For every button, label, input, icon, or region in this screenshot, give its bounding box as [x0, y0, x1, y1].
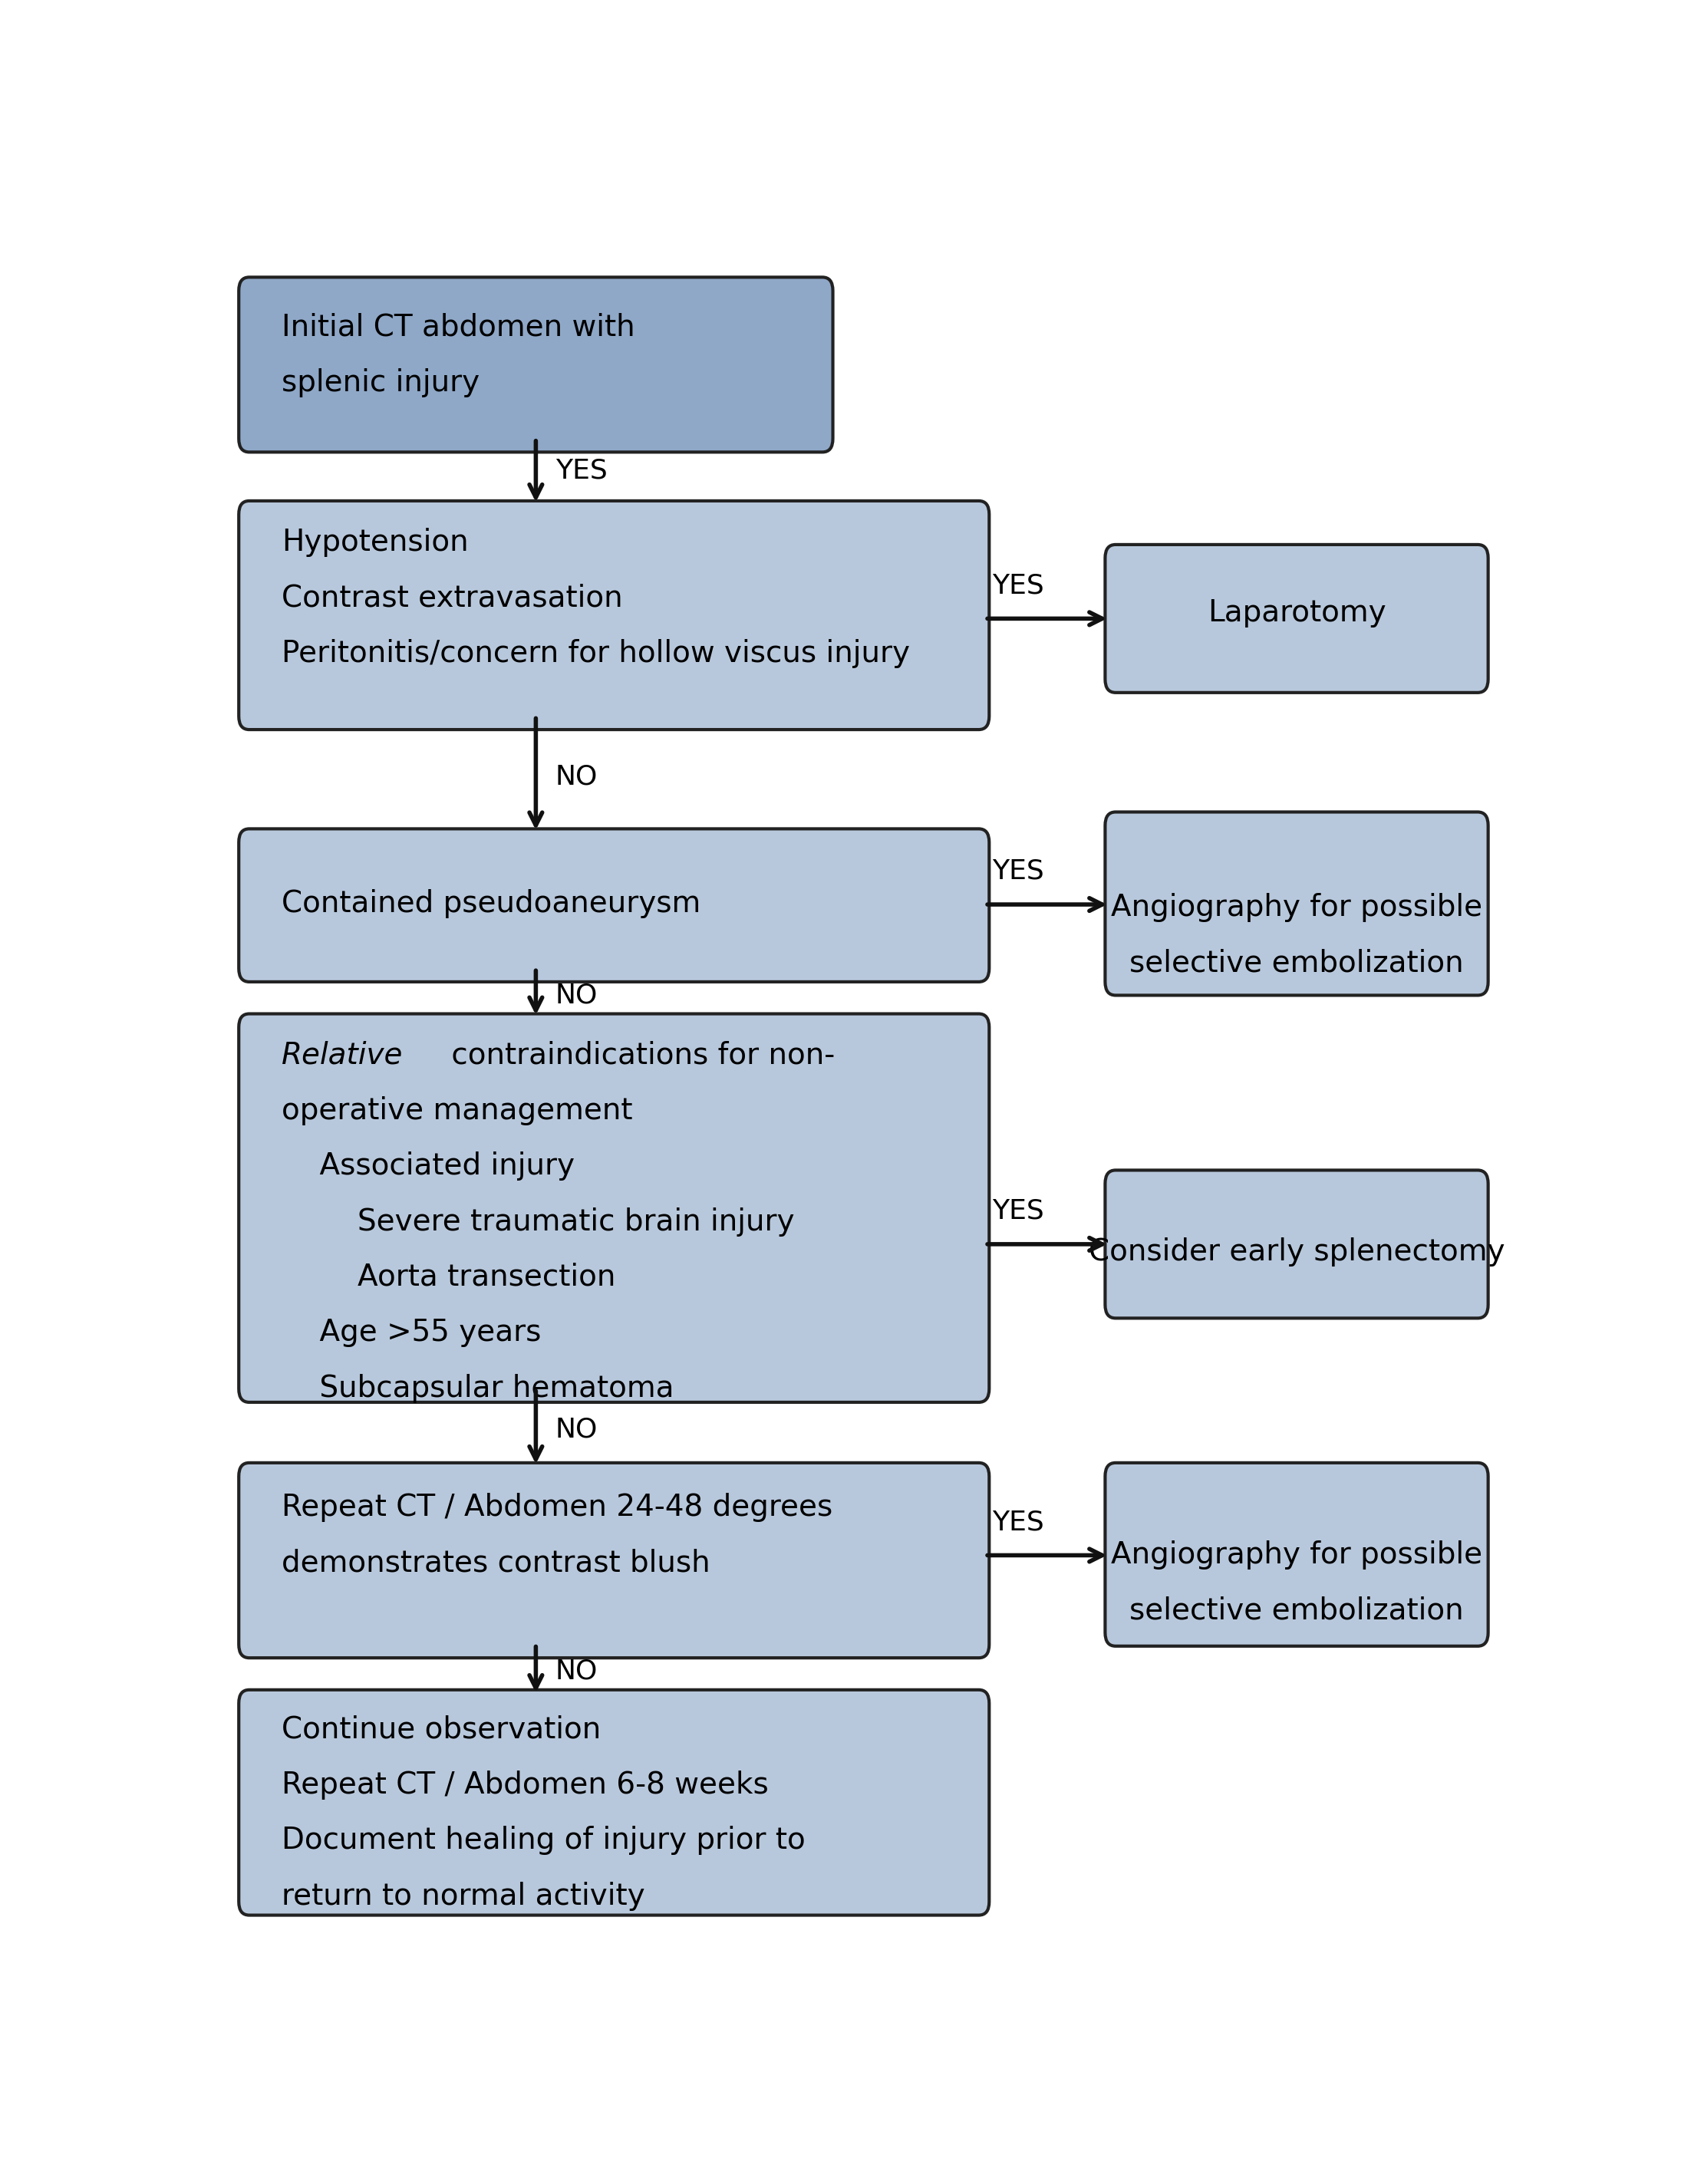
Text: Laparotomy: Laparotomy [1207, 598, 1385, 627]
Text: NO: NO [555, 983, 598, 1009]
FancyBboxPatch shape [239, 1690, 988, 1915]
Text: Relative: Relative [282, 1042, 403, 1070]
Text: demonstrates contrast blush: demonstrates contrast blush [282, 1548, 711, 1577]
FancyBboxPatch shape [239, 828, 988, 983]
Text: Aorta transection: Aorta transection [282, 1262, 615, 1291]
Text: Repeat CT / Abdomen 6-8 weeks: Repeat CT / Abdomen 6-8 weeks [282, 1771, 768, 1800]
FancyBboxPatch shape [1104, 544, 1488, 692]
FancyBboxPatch shape [1104, 812, 1488, 996]
Text: NO: NO [555, 764, 598, 791]
Text: Age >55 years: Age >55 years [282, 1319, 541, 1348]
FancyBboxPatch shape [239, 500, 988, 729]
FancyBboxPatch shape [239, 1463, 988, 1658]
Text: Associated injury: Associated injury [282, 1151, 575, 1182]
Text: operative management: operative management [282, 1096, 632, 1125]
Text: NO: NO [555, 1415, 598, 1441]
Text: Contrast extravasation: Contrast extravasation [282, 583, 624, 612]
Text: Continue observation: Continue observation [282, 1714, 602, 1745]
Text: Peritonitis/concern for hollow viscus injury: Peritonitis/concern for hollow viscus in… [282, 638, 909, 668]
FancyBboxPatch shape [1104, 1463, 1488, 1647]
Text: Hypotension: Hypotension [282, 529, 469, 557]
Text: selective embolization: selective embolization [1130, 1597, 1464, 1625]
Text: Document healing of injury prior to: Document healing of injury prior to [282, 1826, 805, 1854]
Text: Angiography for possible: Angiography for possible [1111, 893, 1483, 922]
FancyBboxPatch shape [1104, 1171, 1488, 1319]
Text: NO: NO [555, 1658, 598, 1684]
Text: Subcapsular hematoma: Subcapsular hematoma [282, 1374, 674, 1402]
Text: Angiography for possible: Angiography for possible [1111, 1540, 1483, 1570]
Text: Consider early splenectomy: Consider early splenectomy [1089, 1238, 1504, 1267]
Text: YES: YES [992, 1197, 1044, 1223]
Text: selective embolization: selective embolization [1130, 948, 1464, 978]
Text: return to normal activity: return to normal activity [282, 1883, 646, 1911]
Text: YES: YES [992, 858, 1044, 885]
Text: contraindications for non-: contraindications for non- [442, 1042, 835, 1070]
FancyBboxPatch shape [239, 277, 832, 452]
Text: splenic injury: splenic injury [282, 369, 479, 397]
FancyBboxPatch shape [239, 1013, 988, 1402]
Text: YES: YES [992, 1509, 1044, 1535]
Text: YES: YES [992, 572, 1044, 598]
Text: Contained pseudoaneurysm: Contained pseudoaneurysm [282, 889, 701, 919]
Text: Severe traumatic brain injury: Severe traumatic brain injury [282, 1208, 795, 1236]
Text: YES: YES [555, 459, 607, 483]
Text: Repeat CT / Abdomen 24-48 degrees: Repeat CT / Abdomen 24-48 degrees [282, 1494, 832, 1522]
Text: Initial CT abdomen with: Initial CT abdomen with [282, 312, 635, 341]
